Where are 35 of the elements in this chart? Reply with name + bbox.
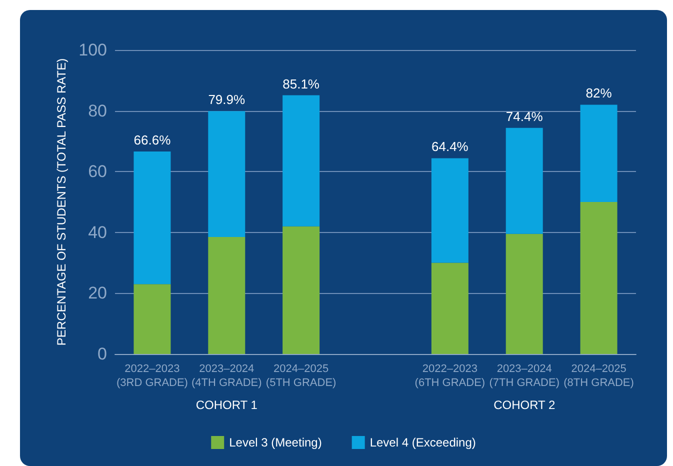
x-tick-label: 2023–2024 (7TH GRADE)	[489, 363, 560, 389]
legend-label: Level 4 (Exceeding)	[370, 436, 476, 450]
bar	[134, 284, 171, 354]
text: COHORT 2	[494, 398, 556, 412]
x-tick-label: 2023–2024 (4TH GRADE)	[192, 363, 262, 389]
text: COHORT 1	[196, 398, 258, 412]
total-label: 66.6%	[134, 132, 172, 148]
y-tick-label: 40	[88, 222, 107, 242]
bar	[208, 111, 246, 237]
total-label: 64.4%	[431, 139, 469, 154]
bar	[506, 128, 543, 234]
y-tick-label: 0	[98, 344, 107, 364]
bar	[580, 202, 618, 354]
bar	[282, 226, 320, 354]
total-label: 79.9%	[208, 92, 246, 108]
bar	[134, 152, 171, 284]
y-tick-label: 100	[78, 40, 107, 60]
bar	[282, 95, 320, 226]
y-axis-title: PERCENTAGE OF STUDENTS (TOTAL PASS RATE)	[54, 58, 69, 346]
bar	[506, 234, 543, 354]
y-tick-label: 60	[88, 162, 107, 182]
bar	[431, 262, 468, 354]
bar	[580, 104, 618, 202]
bar	[431, 158, 468, 263]
total-label: 74.4%	[506, 108, 544, 124]
total-label: 85.1%	[282, 76, 320, 92]
y-tick-label: 20	[88, 284, 107, 303]
bar	[208, 236, 246, 354]
x-tick-label: 2024–2025 (8TH GRADE)	[564, 363, 634, 389]
x-tick-label: 2022–2023 (6TH GRADE)	[414, 363, 486, 389]
x-tick-label: 2024–2025 (5TH GRADE)	[266, 363, 336, 389]
total-label: 82%	[586, 86, 612, 101]
y-tick-label: 80	[88, 101, 107, 120]
legend-label: Level 3 (Meeting)	[229, 436, 322, 450]
x-tick-label: 2022–2023 (3RD GRADE)	[116, 363, 188, 389]
